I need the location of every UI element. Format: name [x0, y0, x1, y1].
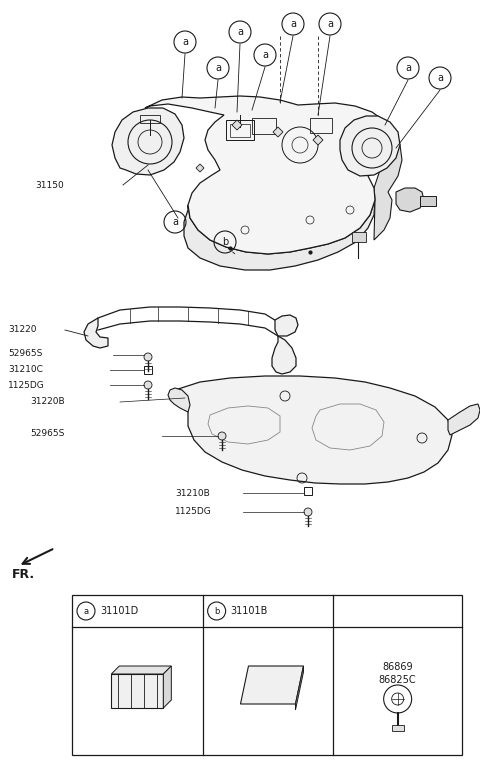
- Bar: [420, 196, 436, 206]
- Polygon shape: [275, 315, 298, 336]
- Polygon shape: [296, 666, 303, 710]
- Bar: [230, 124, 250, 137]
- Text: a: a: [437, 73, 443, 83]
- Text: 1125DG: 1125DG: [8, 380, 45, 390]
- Polygon shape: [273, 127, 283, 137]
- Polygon shape: [272, 336, 296, 374]
- Circle shape: [144, 353, 152, 361]
- Text: a: a: [182, 37, 188, 47]
- Bar: [352, 232, 366, 242]
- Bar: [304, 487, 312, 495]
- Polygon shape: [240, 666, 303, 704]
- Bar: [140, 115, 160, 123]
- Text: 52965S: 52965S: [30, 430, 64, 438]
- Text: b: b: [214, 607, 219, 615]
- Text: b: b: [222, 237, 228, 247]
- Polygon shape: [111, 666, 171, 674]
- Polygon shape: [374, 135, 402, 240]
- Bar: [144, 366, 152, 374]
- Text: 86869: 86869: [383, 662, 413, 672]
- Polygon shape: [396, 188, 424, 212]
- Text: FR.: FR.: [12, 567, 35, 581]
- Polygon shape: [84, 318, 108, 348]
- Text: a: a: [405, 63, 411, 73]
- Polygon shape: [168, 388, 190, 412]
- Text: 31101B: 31101B: [231, 606, 268, 616]
- Bar: [392, 725, 404, 731]
- Text: 31150: 31150: [35, 181, 64, 189]
- Text: 86825C: 86825C: [379, 675, 417, 685]
- Text: a: a: [237, 27, 243, 37]
- Polygon shape: [313, 135, 323, 145]
- Text: 31210C: 31210C: [8, 366, 43, 374]
- Text: 31210B: 31210B: [175, 489, 210, 498]
- Bar: [310, 118, 332, 133]
- Bar: [72, 595, 462, 755]
- Text: 31220: 31220: [8, 325, 36, 335]
- Polygon shape: [232, 120, 242, 130]
- Polygon shape: [112, 108, 184, 175]
- Text: 52965S: 52965S: [8, 349, 42, 357]
- Text: a: a: [84, 607, 89, 615]
- Polygon shape: [184, 188, 375, 270]
- Text: a: a: [327, 19, 333, 29]
- Text: 31101D: 31101D: [100, 606, 138, 616]
- Text: a: a: [215, 63, 221, 73]
- Bar: [111, 674, 163, 708]
- Circle shape: [218, 432, 226, 440]
- Polygon shape: [145, 96, 396, 254]
- Text: 1125DG: 1125DG: [175, 508, 212, 516]
- Circle shape: [304, 508, 312, 516]
- Circle shape: [144, 381, 152, 389]
- Bar: [226, 120, 254, 140]
- Text: a: a: [172, 217, 178, 227]
- Bar: [252, 118, 276, 134]
- Polygon shape: [175, 376, 452, 484]
- Polygon shape: [340, 116, 400, 176]
- Polygon shape: [196, 164, 204, 172]
- Text: 31220B: 31220B: [30, 397, 65, 407]
- Polygon shape: [163, 666, 171, 708]
- Polygon shape: [448, 404, 480, 435]
- Text: a: a: [290, 19, 296, 29]
- Text: a: a: [262, 50, 268, 60]
